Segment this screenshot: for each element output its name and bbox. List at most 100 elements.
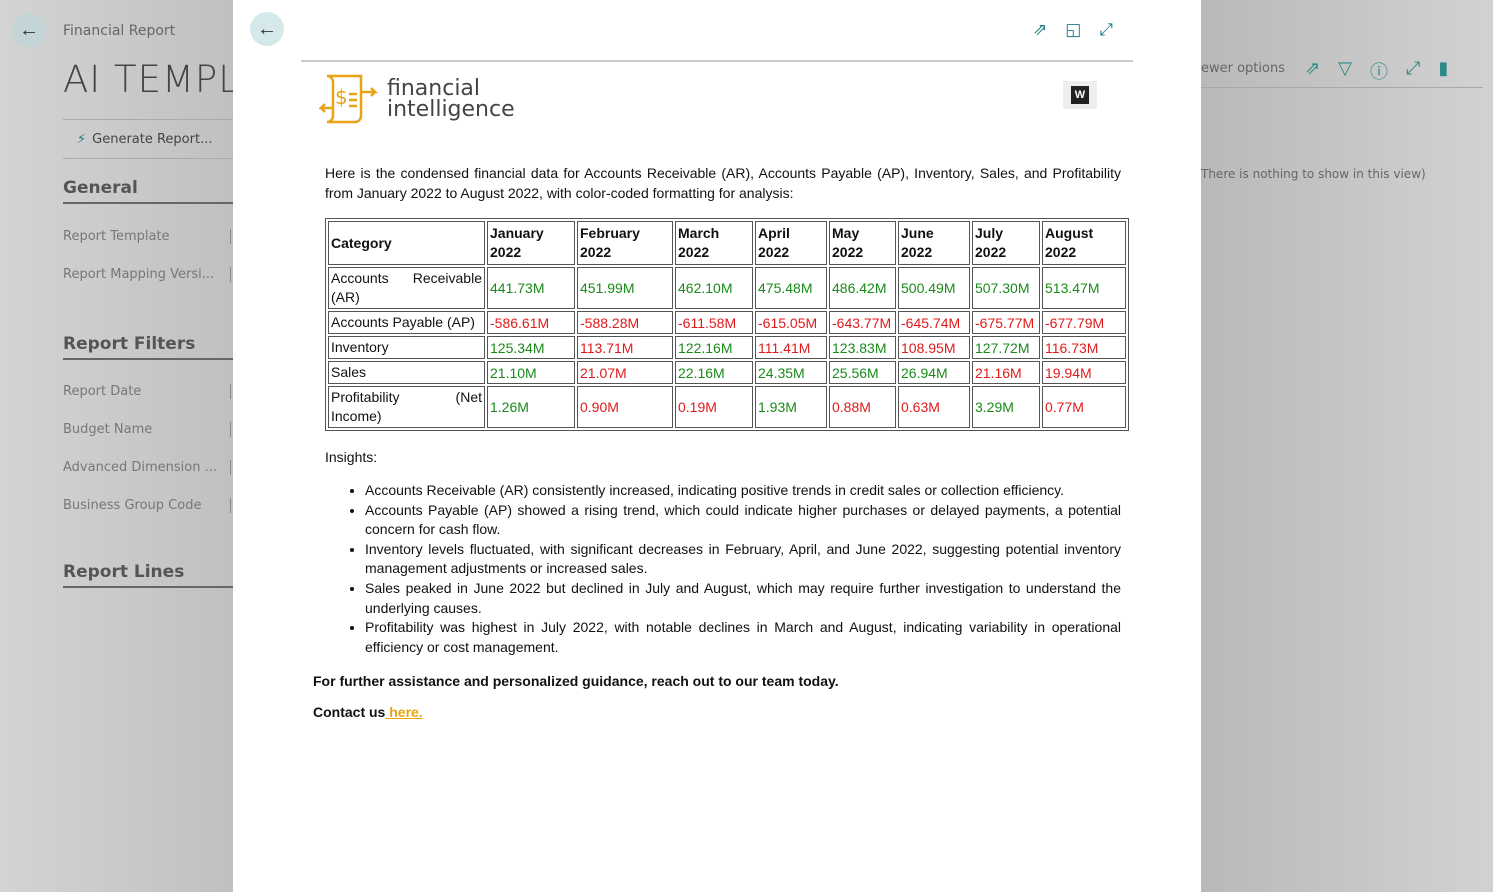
field-report-template: Report Template [63, 229, 233, 244]
value-cell: 21.07M [577, 361, 673, 384]
value-cell: 513.47M [1042, 267, 1126, 309]
value-cell: 116.73M [1042, 336, 1126, 359]
table-row: Accounts Payable (AP) -586.61M -588.28M -61… [328, 311, 1126, 334]
value-cell: 475.48M [755, 267, 827, 309]
field-report-date: Report Date [63, 384, 233, 399]
table-row: Inventory 125.34M 113.71M 122.16M 111.41M 123… [328, 336, 1126, 359]
value-cell: -588.28M [577, 311, 673, 334]
value-cell: -586.61M [487, 311, 575, 334]
word-export-icon[interactable]: W [1063, 81, 1097, 109]
value-cell: 111.41M [755, 336, 827, 359]
value-cell: 0.77M [1042, 386, 1126, 428]
value-cell: 25.56M [829, 361, 896, 384]
table-row: Profitability (Net Income) 1.26M 0.90M 0.19… [328, 386, 1126, 428]
filter-icon[interactable]: ▽ [1338, 58, 1352, 78]
open-in-new-window-icon[interactable]: ◱ [1065, 20, 1082, 39]
intro-paragraph: Here is the condensed financial data for… [325, 165, 1121, 201]
column-header: April 2022 [755, 221, 827, 265]
financial-data-table: Category January 2022 February 2022 March 2… [325, 218, 1129, 431]
share-icon[interactable]: ⇗ [1033, 20, 1048, 39]
field-business-group-code: Business Group Code [63, 498, 233, 513]
generate-report-button[interactable]: Generate Report... [92, 132, 213, 147]
column-header: July 2022 [972, 221, 1040, 265]
column-header: August 2022 [1042, 221, 1126, 265]
financial-intelligence-logo: $ financial intelligence [319, 72, 515, 126]
value-cell: -677.79M [1042, 311, 1126, 334]
insights-heading: Insights: [325, 449, 378, 465]
value-cell: 0.88M [829, 386, 896, 428]
background-back-button[interactable]: ← [12, 13, 46, 47]
value-cell: 507.30M [972, 267, 1040, 309]
column-header: March 2022 [675, 221, 753, 265]
table-header-row: Category January 2022 February 2022 March 2… [328, 221, 1126, 265]
breadcrumb: Financial Report [63, 23, 176, 39]
value-cell: 1.93M [755, 386, 827, 428]
call-to-action: For further assistance and personalized … [313, 673, 839, 689]
value-cell: -675.77M [972, 311, 1040, 334]
report-preview-dialog: ← ⇗ ◱ ⤢ $ financial intelligence W Here i… [233, 0, 1201, 892]
dialog-toolbar: ⇗ ◱ ⤢ [1033, 20, 1113, 40]
insight-item: Sales peaked in June 2022 but declined i… [365, 579, 1121, 618]
lightning-icon: ⚡︎ [77, 132, 87, 147]
insight-item: Accounts Payable (AP) showed a rising tr… [365, 501, 1121, 540]
value-cell: -643.77M [829, 311, 896, 334]
empty-view-message: There is nothing to show in this view) [1201, 167, 1426, 181]
category-cell: Profitability (Net Income) [328, 386, 485, 428]
value-cell: 122.16M [675, 336, 753, 359]
field-advanced-dimension: Advanced Dimension ... [63, 460, 233, 475]
column-header: February 2022 [577, 221, 673, 265]
category-cell: Sales [328, 361, 485, 384]
column-header: Category [328, 221, 485, 265]
value-cell: -645.74M [898, 311, 970, 334]
table-row: Accounts Receivable (AR) 441.73M 451.99M 46… [328, 267, 1126, 309]
page-title: AI TEMPLA [63, 58, 267, 101]
category-cell: Inventory [328, 336, 485, 359]
value-cell: 500.49M [898, 267, 970, 309]
contact-text: Contact us [313, 704, 386, 720]
value-cell: 125.34M [487, 336, 575, 359]
viewer-options-label[interactable]: ewer options [1201, 61, 1285, 76]
value-cell: -611.58M [675, 311, 753, 334]
column-header: May 2022 [829, 221, 896, 265]
value-cell: -615.05M [755, 311, 827, 334]
section-general[interactable]: General [63, 178, 233, 204]
value-cell: 22.16M [675, 361, 753, 384]
insights-list: Accounts Receivable (AR) consistently in… [365, 481, 1121, 657]
value-cell: 113.71M [577, 336, 673, 359]
logo-text-line1: financial [387, 76, 481, 101]
value-cell: 486.42M [829, 267, 896, 309]
contact-link[interactable]: here. [385, 704, 423, 720]
factbox-toolbar: ⇗ ▽ ⓘ ⤢ ▮ [1305, 58, 1448, 84]
value-cell: 0.90M [577, 386, 673, 428]
action-bar: ⚡︎ Generate Report... [63, 119, 233, 159]
table-row: Sales 21.10M 21.07M 22.16M 24.35M 25.56M 26.94… [328, 361, 1126, 384]
value-cell: 123.83M [829, 336, 896, 359]
section-report-filters[interactable]: Report Filters [63, 334, 233, 360]
back-button[interactable]: ← [250, 12, 284, 46]
share-icon[interactable]: ⇗ [1305, 58, 1321, 78]
insight-item: Accounts Receivable (AR) consistently in… [365, 481, 1121, 501]
value-cell: 19.94M [1042, 361, 1126, 384]
value-cell: 26.94M [898, 361, 970, 384]
insight-item: Inventory levels fluctuated, with signif… [365, 540, 1121, 579]
category-cell: Accounts Receivable (AR) [328, 267, 485, 309]
category-cell: Accounts Payable (AP) [328, 311, 485, 334]
divider [301, 60, 1133, 62]
value-cell: 24.35M [755, 361, 827, 384]
value-cell: 1.26M [487, 386, 575, 428]
value-cell: 21.10M [487, 361, 575, 384]
section-report-lines[interactable]: Report Lines [63, 562, 233, 588]
bookmark-icon[interactable]: ▮ [1438, 58, 1449, 78]
expand-icon[interactable]: ⤢ [1099, 20, 1113, 39]
value-cell: 462.10M [675, 267, 753, 309]
svg-text:$: $ [335, 85, 348, 109]
background-page [0, 0, 233, 892]
scroll-dollar-icon: $ [319, 74, 379, 124]
column-header: January 2022 [487, 221, 575, 265]
value-cell: 451.99M [577, 267, 673, 309]
background-factbox [1201, 0, 1493, 892]
value-cell: 441.73M [487, 267, 575, 309]
divider [1201, 87, 1483, 88]
info-icon[interactable]: ⓘ [1369, 62, 1388, 82]
expand-icon[interactable]: ⤢ [1405, 58, 1421, 78]
